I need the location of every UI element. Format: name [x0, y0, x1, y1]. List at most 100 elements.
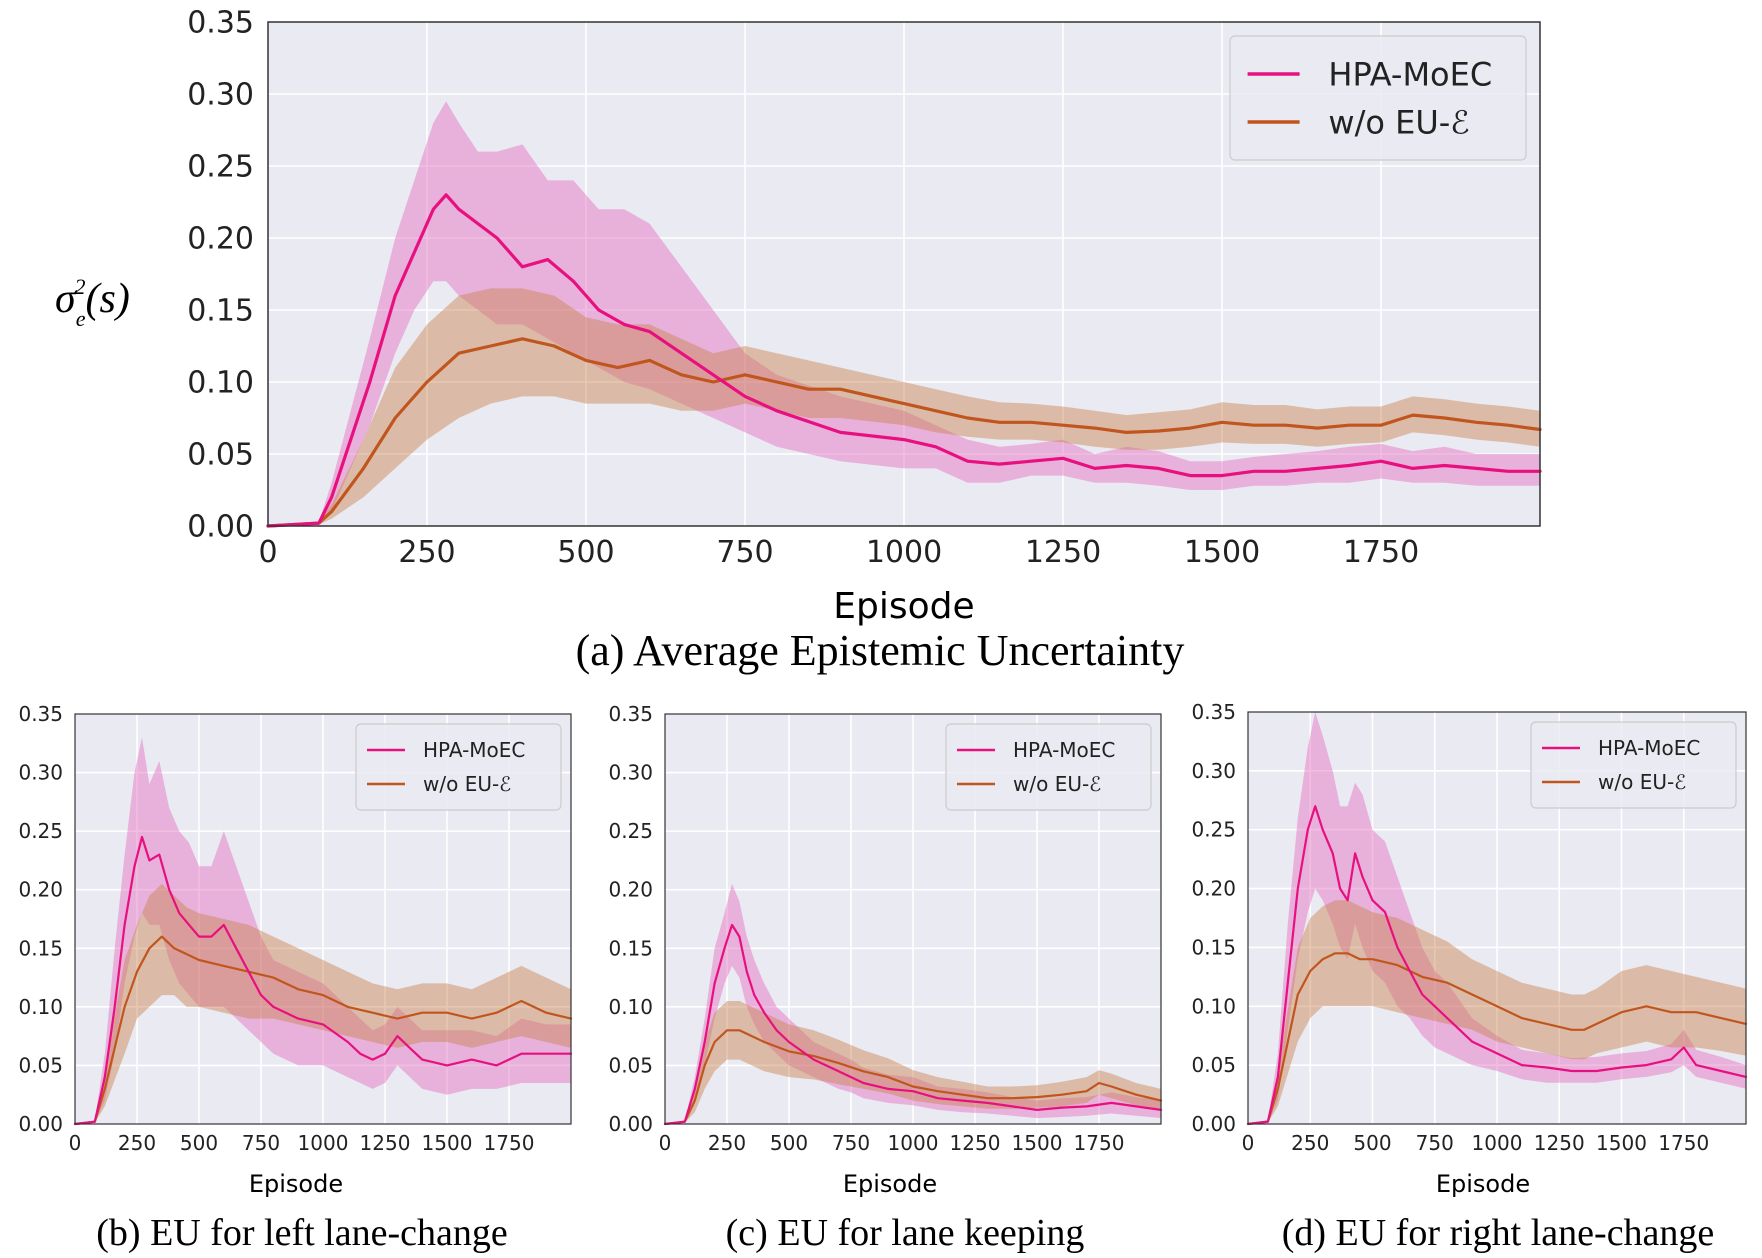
panel-d-ytick-label: 0.15	[1191, 935, 1236, 959]
panel-a-ytick-label: 0.35	[187, 6, 254, 41]
panel-b-ytick-label: 0.35	[18, 702, 63, 726]
panel-b-legend-label: HPA-MoEC	[423, 738, 525, 762]
panel-c-xtick-label: 1000	[888, 1131, 939, 1155]
panel-a: 0 250 500 750 1000 1250 1500 1750 0.000.050.100…	[55, 6, 1542, 675]
panel-b-lines	[73, 835, 573, 1126]
panel-b-ytick-label: 0.30	[18, 761, 63, 785]
panel-d-lines	[1246, 805, 1748, 1126]
panel-c-xtick-label: 1750	[1074, 1131, 1125, 1155]
panel-b-ytick-label: 0.00	[18, 1112, 63, 1136]
panel-b-ytick-label: 0.20	[18, 878, 63, 902]
panel-a-ytick-label: 0.15	[187, 294, 254, 329]
panel-c-yticks: 0.00 0.05 0.10 0.15 0.20 0.25 0.30 0.35	[608, 702, 653, 1136]
panel-d-ytick-label: 0.05	[1191, 1053, 1236, 1077]
panel-c-frame	[664, 713, 1162, 1125]
panel-a-xtick-label: 1750	[1343, 535, 1419, 570]
panel-c-xtick-label: 0	[659, 1131, 672, 1155]
panel-d-band-hpa-moec	[1248, 712, 1746, 1124]
panel-a-legend-label: w/o EU-ℰ	[1328, 104, 1469, 142]
panel-a-yticks: 0.00 0.05 0.10 0.15 0.20 0.25 0.30 0.35	[187, 6, 254, 545]
panel-a-ytick-label: 0.20	[187, 222, 254, 257]
panel-a-grid	[268, 22, 1540, 526]
panel-a-xtick-label: 750	[716, 535, 773, 570]
panel-c-xtick-label: 750	[832, 1131, 870, 1155]
panel-d-xtick-label: 1750	[1658, 1131, 1709, 1155]
panel-a-line-wo-eu	[266, 337, 1542, 528]
panel-c-legend-box	[945, 723, 1152, 811]
panel-c-band-hpa-moec	[665, 883, 1161, 1124]
panel-c: 0 250 500 750 1000 1250 1500 1750 0.000.050.100…	[608, 702, 1163, 1254]
panel-c-ytick-label: 0.25	[608, 819, 653, 843]
panel-b-ytick-label: 0.10	[18, 995, 63, 1019]
panel-d-band-wo-eu	[1248, 900, 1746, 1124]
panel-c-band-wo-eu	[665, 1001, 1161, 1124]
panel-a-frame	[267, 21, 1541, 527]
panel-b-xtick-label: 500	[180, 1131, 218, 1155]
panel-c-xlabel: Episode	[843, 1170, 937, 1198]
panel-b-ytick-label: 0.25	[18, 819, 63, 843]
panel-d-ytick-label: 0.00	[1191, 1112, 1236, 1136]
panel-b-xtick-label: 0	[69, 1131, 82, 1155]
panel-c-legend: HPA-MoEC w/o EU-ℰ	[945, 723, 1152, 811]
panel-a-xtick-label: 1500	[1184, 535, 1260, 570]
panel-d-xtick-label: 250	[1291, 1131, 1329, 1155]
panel-c-xtick-label: 500	[770, 1131, 808, 1155]
panel-b-xtick-label: 1500	[422, 1131, 473, 1155]
panel-d: 0 250 500 750 1000 1250 1500 1750 0.000.050.100…	[1191, 700, 1748, 1254]
panel-a-lines	[266, 193, 1542, 528]
panel-a-legend: HPA-MoEC w/o EU-ℰ	[1229, 35, 1527, 161]
panel-c-line-hpa-moec	[663, 923, 1163, 1126]
panel-b-xtick-label: 750	[242, 1131, 280, 1155]
panel-a-legend-label: HPA-MoEC	[1328, 56, 1492, 94]
panel-a-ytick-label: 0.25	[187, 150, 254, 185]
panel-d-xtick-label: 1250	[1534, 1131, 1585, 1155]
panel-d-legend-label: w/o EU-ℰ	[1598, 770, 1686, 794]
panel-c-xticks: 0 250 500 750 1000 1250 1500 1750	[659, 1131, 1125, 1155]
panel-a-xtick-label: 1000	[866, 535, 942, 570]
panel-b-xtick-label: 1750	[484, 1131, 535, 1155]
panel-b-legend-label: w/o EU-ℰ	[423, 772, 511, 796]
panel-b-xticks: 0 250 500 750 1000 1250 1500 1750	[69, 1131, 535, 1155]
panel-a-xtick-label: 0	[258, 535, 277, 570]
panel-d-yticks: 0.00 0.05 0.10 0.15 0.20 0.25 0.30 0.35	[1191, 700, 1236, 1136]
panel-b-caption: (b) EU for left lane-change	[96, 1212, 507, 1254]
panel-d-bands	[1248, 712, 1746, 1124]
panel-a-ylabel: σe2(s)	[55, 274, 130, 331]
panel-b-legend-box	[355, 723, 562, 811]
panel-d-legend-box	[1530, 721, 1737, 809]
panel-b-band-wo-eu	[75, 883, 571, 1124]
panel-d-ytick-label: 0.30	[1191, 759, 1236, 783]
panel-d-ytick-label: 0.10	[1191, 994, 1236, 1018]
panel-a-xtick-label: 500	[557, 535, 614, 570]
panel-a-band-wo-eu	[268, 288, 1540, 526]
panel-c-xtick-label: 1500	[1012, 1131, 1063, 1155]
panel-b-line-hpa-moec	[73, 835, 573, 1126]
panel-d-ytick-label: 0.20	[1191, 877, 1236, 901]
panel-b-band-hpa-moec	[75, 737, 571, 1124]
panel-a-caption: (a) Average Epistemic Uncertainty	[576, 626, 1185, 675]
panel-a-ytick-label: 0.00	[187, 510, 254, 545]
panel-c-ytick-label: 0.10	[608, 995, 653, 1019]
panel-d-line-wo-eu	[1246, 952, 1748, 1126]
panel-b-line-wo-eu	[73, 935, 573, 1126]
panel-b-xlabel: Episode	[249, 1170, 343, 1198]
panel-a-ytick-label: 0.30	[187, 78, 254, 113]
panel-b-frame	[74, 713, 572, 1125]
panel-d-xtick-label: 750	[1416, 1131, 1454, 1155]
panel-d-xtick-label: 1500	[1596, 1131, 1647, 1155]
panel-d-xlabel: Episode	[1436, 1170, 1530, 1198]
panel-b-bands	[75, 737, 571, 1124]
panel-d-xtick-label: 0	[1242, 1131, 1255, 1155]
panel-b-xtick-label: 1000	[298, 1131, 349, 1155]
panel-d-xticks: 0 250 500 750 1000 1250 1500 1750	[1242, 1131, 1710, 1155]
panel-b-legend: HPA-MoEC w/o EU-ℰ	[355, 723, 562, 811]
panel-d-legend-label: HPA-MoEC	[1598, 736, 1700, 760]
panel-c-legend-label: HPA-MoEC	[1013, 738, 1115, 762]
panel-a-xticks: 0 250 500 750 1000 1250 1500 1750	[258, 535, 1419, 570]
panel-d-line-hpa-moec	[1246, 805, 1748, 1126]
panel-b-xtick-label: 1250	[360, 1131, 411, 1155]
panel-c-ytick-label: 0.30	[608, 761, 653, 785]
panel-c-lines	[663, 923, 1163, 1126]
panel-a-xtick-label: 250	[398, 535, 455, 570]
